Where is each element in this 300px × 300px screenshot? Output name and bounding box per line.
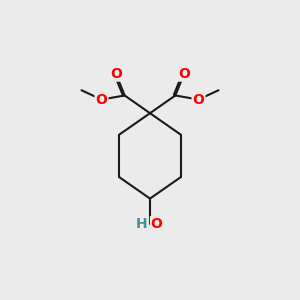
Text: O: O bbox=[151, 217, 162, 231]
Text: H: H bbox=[136, 217, 148, 231]
Text: O: O bbox=[193, 93, 205, 106]
Text: O: O bbox=[178, 67, 190, 81]
Text: O: O bbox=[110, 67, 122, 81]
Text: O: O bbox=[95, 93, 107, 106]
